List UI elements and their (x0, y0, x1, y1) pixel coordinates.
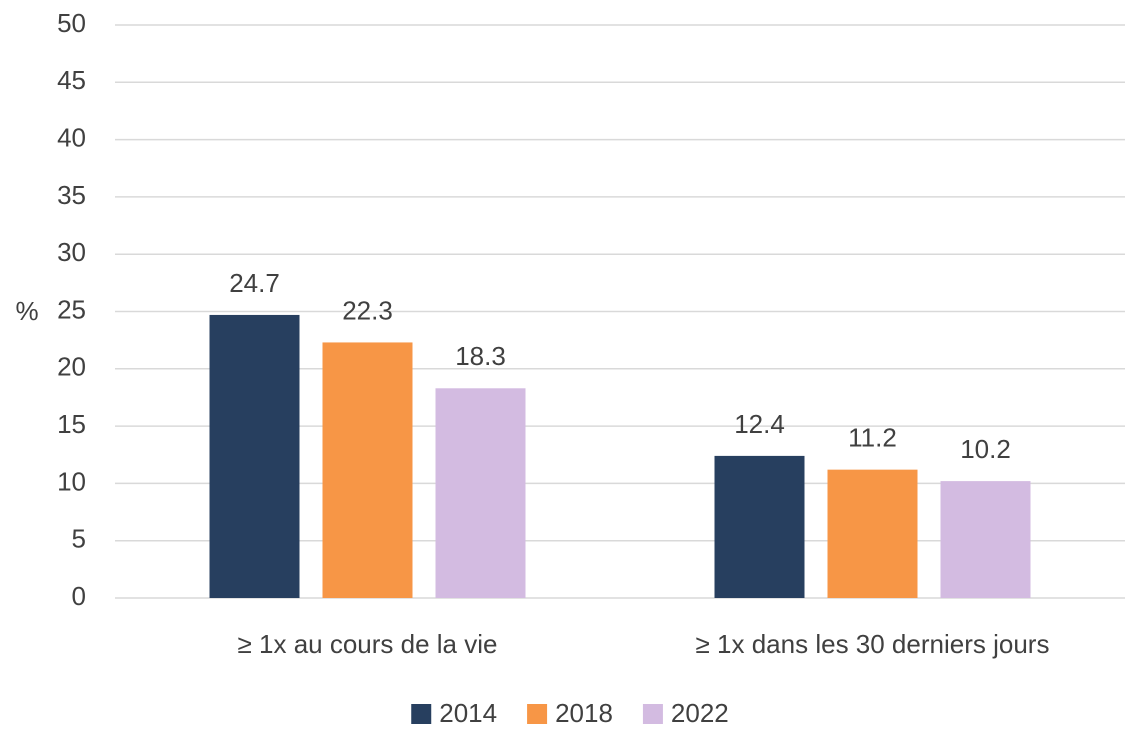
y-tick-label: 0 (72, 581, 86, 611)
data-label: 24.7 (229, 268, 280, 298)
y-tick-label: 10 (57, 466, 86, 496)
y-tick-label: 30 (57, 237, 86, 267)
legend-label: 2018 (555, 698, 613, 728)
bar (322, 342, 413, 598)
bar (827, 469, 918, 598)
y-tick-label: 20 (57, 352, 86, 382)
legend-swatch (527, 704, 548, 724)
data-label: 11.2 (848, 423, 897, 453)
data-label: 12.4 (734, 409, 785, 439)
data-label: 18.3 (455, 341, 506, 371)
y-tick-label: 50 (57, 8, 86, 38)
bar (714, 455, 805, 598)
legend-label: 2014 (439, 698, 497, 728)
data-label: 10.2 (960, 434, 1011, 464)
y-tick-label: 45 (57, 65, 86, 95)
bar (209, 314, 300, 598)
data-label: 22.3 (342, 295, 393, 325)
legend-label: 2022 (671, 698, 729, 728)
y-axis-label: % (15, 296, 38, 326)
bar (940, 481, 1031, 598)
legend-swatch (411, 704, 432, 724)
y-tick-label: 25 (57, 294, 86, 324)
legend-swatch (642, 704, 663, 724)
x-tick-label: ≥ 1x dans les 30 derniers jours (696, 629, 1050, 659)
y-tick-label: 40 (57, 122, 86, 152)
y-tick-label: 15 (57, 409, 86, 439)
x-tick-label: ≥ 1x au cours de la vie (238, 629, 498, 659)
bar (435, 388, 526, 598)
y-tick-label: 35 (57, 180, 86, 210)
y-tick-label: 5 (72, 524, 86, 554)
